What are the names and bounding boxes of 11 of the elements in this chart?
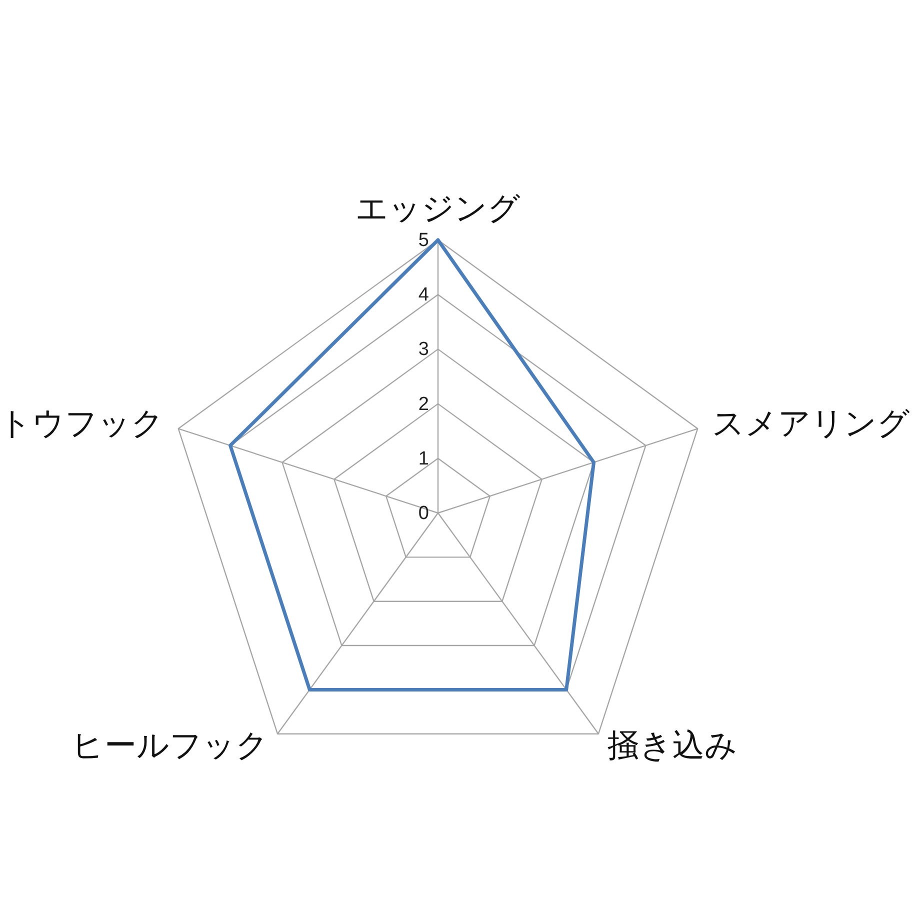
y-tick-label: 5: [418, 230, 429, 251]
y-tick-label: 2: [418, 394, 429, 415]
spoke-label: トウフック: [0, 405, 164, 442]
y-tick-label: 4: [418, 284, 430, 306]
y-tick-label: 1: [418, 448, 429, 470]
spoke-label: エッジング: [356, 190, 520, 226]
spoke-label: 掻き込み: [607, 726, 738, 763]
y-tick-label: 3: [418, 339, 429, 360]
spoke-label: ヒールフック: [72, 726, 269, 763]
spoke-label: スメアリング: [712, 405, 910, 442]
y-tick-label: 0: [418, 503, 429, 524]
